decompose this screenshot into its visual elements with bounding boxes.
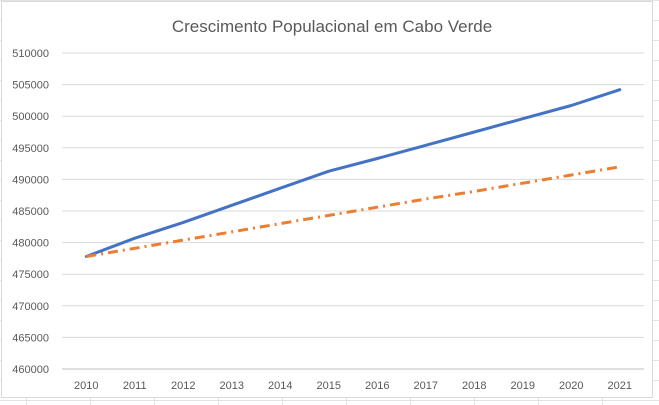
x-tick-label: 2018 [462,380,486,392]
x-tick-label: 2015 [317,380,341,392]
x-tick-label: 2019 [511,380,535,392]
x-tick-label: 2021 [608,380,632,392]
y-tick-label: 465000 [12,332,49,344]
y-tick-label: 485000 [12,206,49,218]
y-tick-label: 510000 [12,48,49,60]
y-tick-label: 480000 [12,238,49,250]
chart-title: Crescimento Populacional em Cabo Verde [172,17,492,36]
x-tick-label: 2011 [123,380,147,392]
x-tick-label: 2014 [268,380,292,392]
y-tick-labels: 460000 465000 470000 475000 480000 485000 4900… [12,48,49,376]
y-tick-label: 500000 [12,111,49,123]
x-tick-label: 2012 [171,380,195,392]
x-tick-label: 2016 [365,380,389,392]
x-tick-labels: 2010 2011 2012 2013 2014 2015 2016 2017 2018 2019… [74,380,632,392]
y-tick-label: 475000 [12,269,49,281]
series-line-2 [86,165,621,258]
chart-area[interactable] [1,1,653,398]
y-tick-label: 490000 [12,174,49,186]
x-tick-label: 2020 [559,380,583,392]
x-tick-label: 2010 [74,380,98,392]
series-lines [84,88,622,258]
y-tick-label: 460000 [12,364,49,376]
y-tick-label: 495000 [12,143,49,155]
x-tick-label: 2013 [220,380,244,392]
y-tick-label: 470000 [12,301,49,313]
series-line-1 [84,88,622,258]
x-tick-label: 2017 [414,380,438,392]
y-tick-label: 505000 [12,80,49,92]
